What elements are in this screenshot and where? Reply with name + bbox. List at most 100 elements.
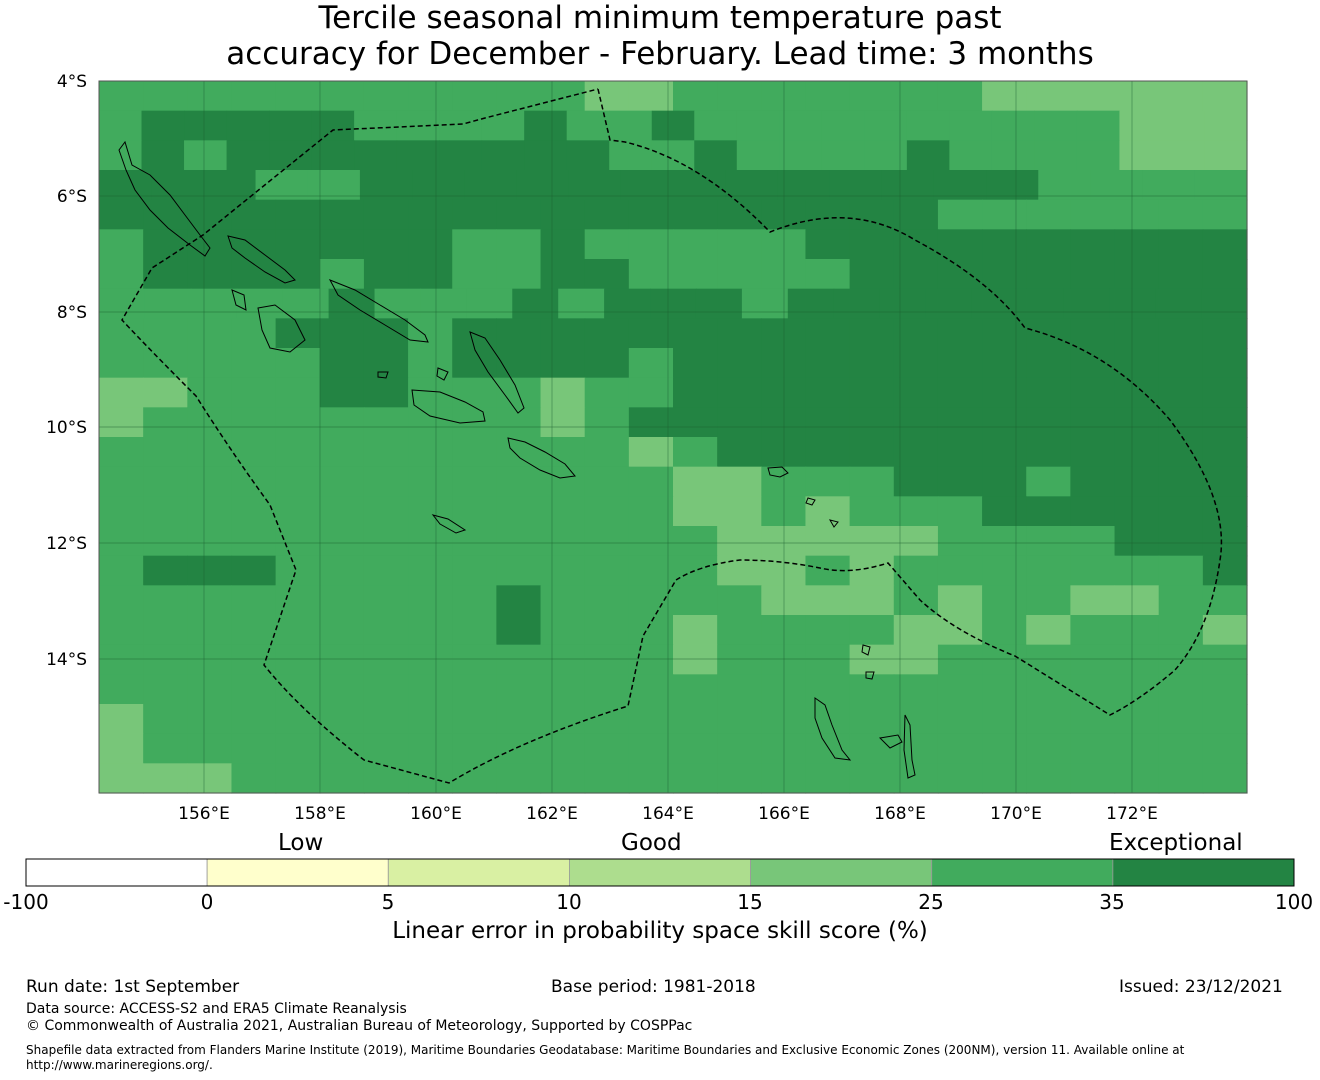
skill-cell xyxy=(1070,555,1116,586)
skill-cell xyxy=(187,81,233,112)
skill-cell xyxy=(982,407,1027,438)
skill-cell xyxy=(99,437,144,468)
skill-cell xyxy=(779,140,823,171)
skill-cell xyxy=(319,496,365,527)
skill-cell xyxy=(736,110,780,141)
skill-cell xyxy=(452,377,497,408)
skill-cell xyxy=(1114,377,1160,408)
skill-cell xyxy=(540,674,586,705)
skill-cell xyxy=(937,674,983,705)
skill-cell xyxy=(893,644,939,675)
skill-cell xyxy=(190,288,238,319)
skill-cell xyxy=(311,140,355,171)
skill-cell xyxy=(1158,348,1204,379)
skill-cell xyxy=(673,674,718,705)
skill-cell xyxy=(466,288,513,319)
skill-cell xyxy=(893,555,939,586)
skill-cell xyxy=(496,199,542,230)
skill-cell xyxy=(1070,674,1116,705)
skill-cell xyxy=(584,229,630,260)
skill-cell xyxy=(1158,733,1204,764)
skill-cell xyxy=(496,763,542,794)
coastlines xyxy=(118,140,916,779)
skill-cell xyxy=(628,199,674,230)
colorbar-axis-label: Linear error in probability space skill … xyxy=(392,918,928,944)
skill-cell xyxy=(937,81,983,112)
skill-cell xyxy=(363,644,409,675)
skill-cell xyxy=(319,674,365,705)
skill-cell xyxy=(805,437,851,468)
skill-cell xyxy=(1026,407,1071,438)
skill-cell xyxy=(1202,496,1248,527)
skill-cell xyxy=(1114,674,1160,705)
skill-cell xyxy=(849,199,895,230)
skill-cell xyxy=(1026,466,1071,497)
skill-cell xyxy=(408,437,453,468)
skill-cell xyxy=(1158,704,1204,735)
skill-cell xyxy=(452,585,497,616)
skill-cell xyxy=(982,615,1027,646)
skill-cell xyxy=(408,229,453,260)
skill-cell xyxy=(1026,437,1071,468)
skill-cell xyxy=(1026,704,1071,735)
skill-cell xyxy=(991,110,1036,141)
skill-cell xyxy=(143,763,188,794)
skill-cell xyxy=(319,615,365,646)
skill-cell xyxy=(1202,526,1248,557)
skill-cell xyxy=(540,259,586,290)
skill-cell xyxy=(1114,763,1160,794)
skill-cell xyxy=(1158,318,1204,349)
skill-cell xyxy=(1202,348,1248,379)
skill-cell xyxy=(319,466,365,497)
skill-cell xyxy=(143,259,188,290)
skill-cell xyxy=(143,526,188,557)
skill-cell xyxy=(408,466,453,497)
skill-cell xyxy=(452,348,497,379)
skill-cell xyxy=(452,615,497,646)
skill-cell xyxy=(1063,288,1110,319)
skill-cell xyxy=(1070,377,1116,408)
skill-cell xyxy=(1114,437,1160,468)
skill-cell xyxy=(584,585,630,616)
lat-label: 10°S xyxy=(46,418,87,438)
skill-cell xyxy=(187,199,233,230)
skill-cell xyxy=(496,81,542,112)
copyright: © Commonwealth of Australia 2021, Austra… xyxy=(26,1018,693,1034)
skill-cell xyxy=(99,81,144,112)
colorbar-tick: 15 xyxy=(737,890,763,914)
skill-cell xyxy=(717,496,762,527)
skill-cell xyxy=(452,199,497,230)
skill-cell xyxy=(1158,555,1204,586)
skill-cell xyxy=(736,140,780,171)
skill-cell xyxy=(805,407,851,438)
skill-cell xyxy=(1026,318,1071,349)
espiritu-santo-coast xyxy=(814,697,852,761)
colorbar-tick: 5 xyxy=(381,890,395,914)
skill-cell xyxy=(187,526,233,557)
skill-cell xyxy=(1026,674,1071,705)
skill-cell xyxy=(408,733,453,764)
small-island-7 xyxy=(231,289,247,311)
skill-cell xyxy=(231,407,277,438)
skill-cell xyxy=(1070,526,1116,557)
skill-cell xyxy=(584,466,630,497)
skill-cell xyxy=(275,674,321,705)
skill-cell xyxy=(1070,496,1116,527)
skill-cell xyxy=(805,348,851,379)
skill-cell xyxy=(496,733,542,764)
skill-cell xyxy=(452,437,497,468)
skill-cell xyxy=(226,140,270,171)
skill-cell xyxy=(231,555,277,586)
skill-cell xyxy=(99,259,144,290)
skill-cell xyxy=(893,81,939,112)
skill-cell xyxy=(319,318,365,349)
skill-cell xyxy=(231,526,277,557)
skill-cell xyxy=(628,437,674,468)
skill-cell xyxy=(1070,763,1116,794)
skill-cell xyxy=(496,704,542,735)
skill-cell xyxy=(937,259,983,290)
skill-cell xyxy=(982,585,1027,616)
skill-cell xyxy=(1070,407,1116,438)
skill-cell xyxy=(363,763,409,794)
